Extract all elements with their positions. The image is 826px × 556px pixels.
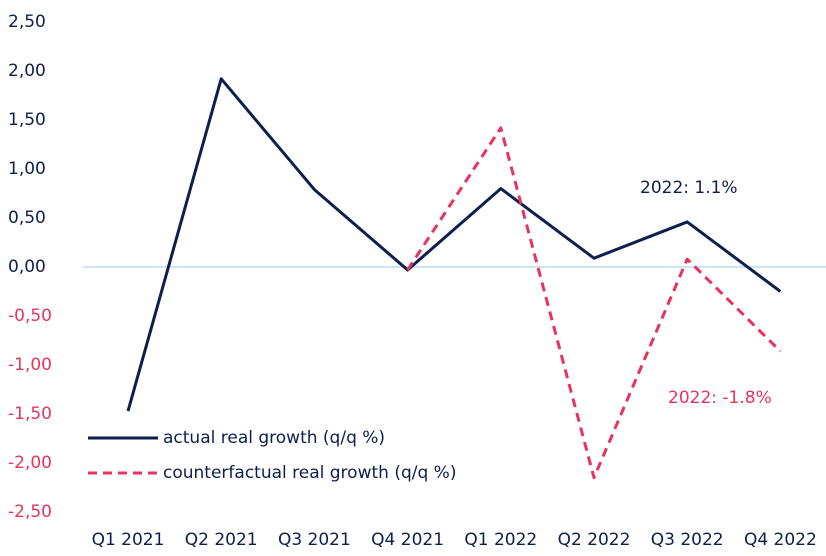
x-tick-label: Q3 2021 [278,530,351,550]
y-tick-label: -1,50 [8,404,52,424]
y-tick-label: 2,00 [8,61,46,81]
annotation: 2022: -1.8% [668,388,772,408]
x-tick-label: Q3 2022 [651,530,724,550]
series-line [406,126,782,480]
y-tick-label: -1,00 [8,355,52,375]
x-tick-label: Q1 2022 [464,530,537,550]
x-tick-label: Q2 2021 [185,530,258,550]
annotation: 2022: 1.1% [640,178,738,198]
y-tick-label: 1,50 [8,110,46,130]
legend-label: counterfactual real growth (q/q %) [163,463,456,483]
x-tick-label: Q2 2022 [558,530,631,550]
x-tick-label: Q1 2021 [92,530,165,550]
y-tick-label: -0,50 [8,306,52,326]
y-tick-label: -2,00 [8,453,52,473]
y-tick-label: 2,50 [8,12,46,32]
y-tick-label: -2,50 [8,502,52,522]
x-tick-label: Q4 2021 [371,530,444,550]
x-tick-label: Q4 2022 [744,530,817,550]
legend-label: actual real growth (q/q %) [163,428,385,448]
y-tick-label: 1,00 [8,159,46,179]
y-tick-label: 0,00 [8,257,46,277]
y-tick-label: 0,50 [8,208,46,228]
series-line [126,77,782,412]
